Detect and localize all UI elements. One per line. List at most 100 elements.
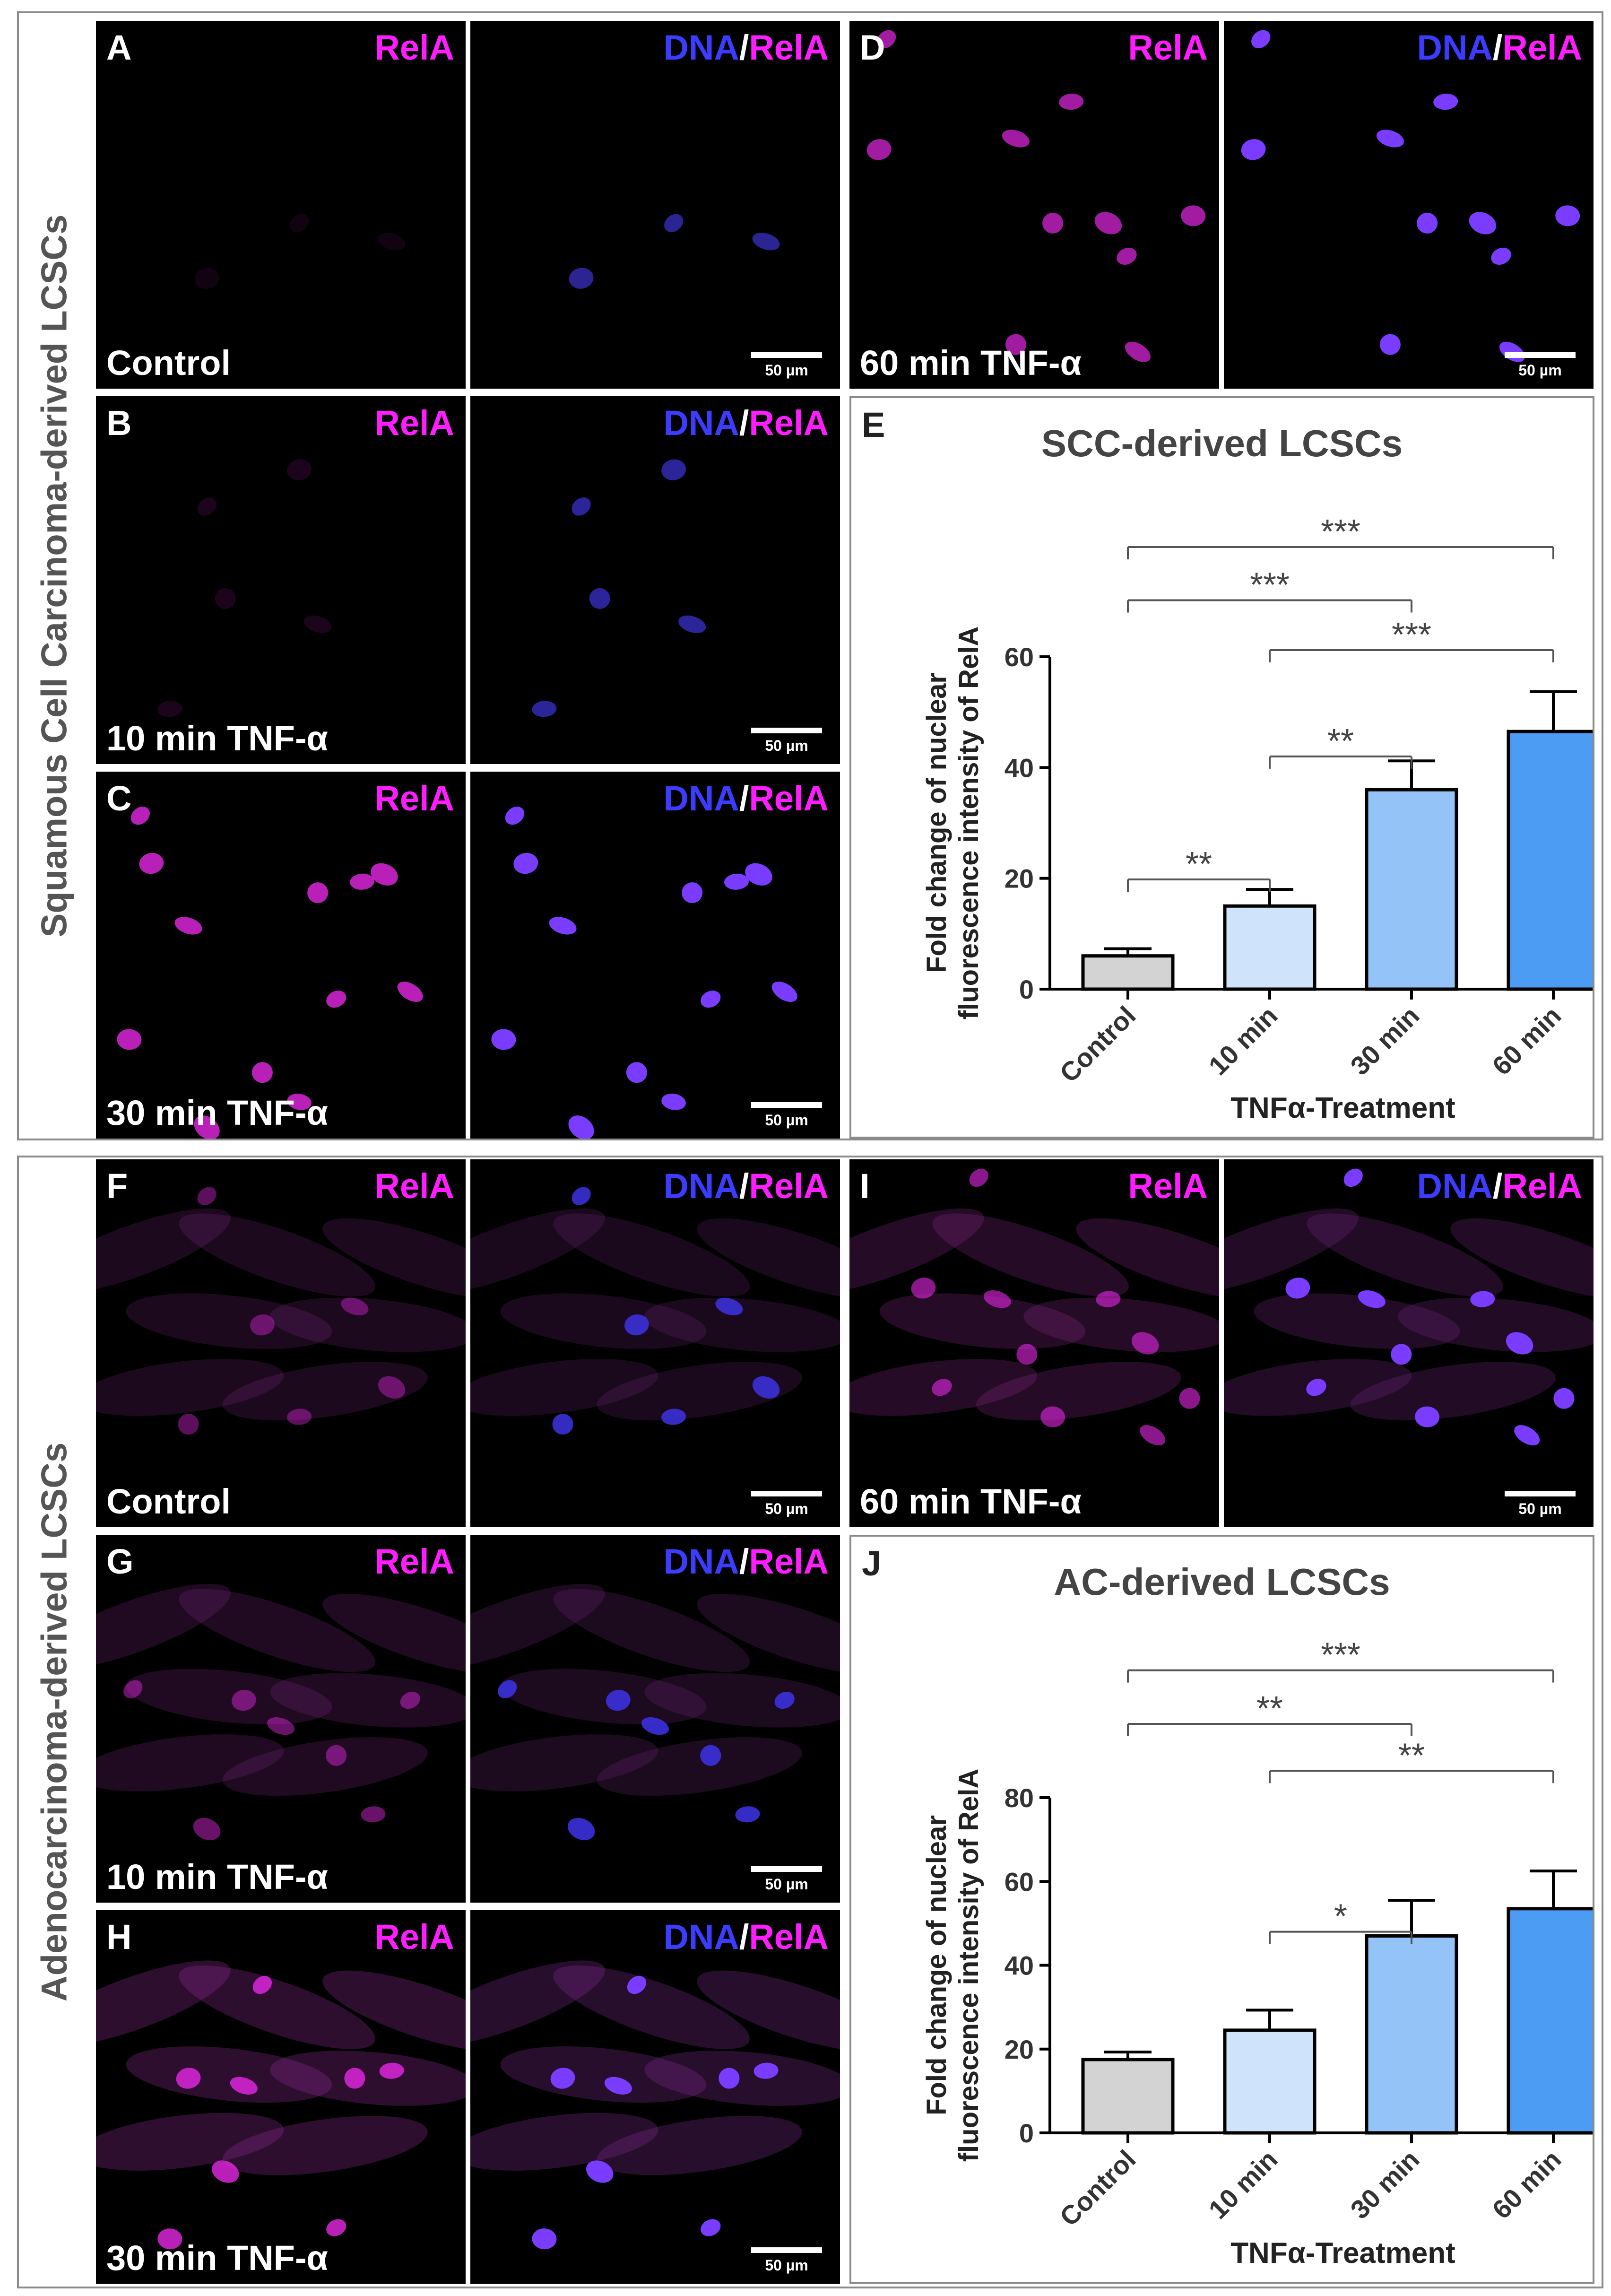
- panel-g-merge: DNA/RelA 50 µm: [470, 1535, 840, 1903]
- micrograph-image: [569, 214, 780, 289]
- cytoplasm-region: [322, 1218, 466, 1299]
- bar: [1365, 788, 1458, 991]
- y-axis-label: fluorescence intensity of RelA: [953, 1769, 984, 2162]
- cytoplasm-region: [553, 1589, 750, 1672]
- cell-nucleus: [251, 1062, 273, 1083]
- cell-nucleus: [117, 1029, 142, 1050]
- panel-c-rela: C RelA 30 min TNF-α: [96, 772, 466, 1139]
- cell-nucleus: [491, 1029, 516, 1050]
- cell-nucleus: [1181, 205, 1206, 226]
- significance-bracket: [1127, 1669, 1554, 1683]
- cell-nucleus: [664, 214, 684, 233]
- significance-label: ***: [1392, 616, 1431, 654]
- cytoplasm-region: [500, 2046, 707, 2103]
- cell-nucleus: [1096, 1291, 1121, 1307]
- panel-letter: B: [106, 403, 132, 443]
- scale-bar-label: 50 µm: [1518, 362, 1562, 379]
- stain-label-merge: DNA/RelA: [1417, 1166, 1583, 1206]
- y-tick-label: 40: [1005, 1951, 1034, 1981]
- panel-b-rela: B RelA 10 min TNF-α: [96, 396, 466, 764]
- cell-nucleus: [735, 1806, 760, 1823]
- cytoplasm-region: [96, 1960, 231, 2047]
- significance-label: **: [1398, 1737, 1425, 1774]
- cell-nucleus: [1040, 1406, 1065, 1427]
- x-tick-label: 30 min: [1344, 2144, 1425, 2225]
- cell-nucleus: [932, 1379, 952, 1396]
- y-tick-label: 20: [1005, 2035, 1034, 2064]
- cytoplasm-region: [697, 1593, 840, 1675]
- cell-nucleus: [624, 1314, 649, 1336]
- scale-bar: 50 µm: [1505, 352, 1576, 379]
- significance-label: **: [1256, 1690, 1283, 1728]
- ac-group-label-text: Adenocarcinoma-derived LCSCs: [34, 1442, 75, 2002]
- cell-nucleus: [606, 1689, 631, 1711]
- panel-c-merge: DNA/RelA 50 µm: [470, 772, 840, 1139]
- y-tick-label: 0: [1019, 2118, 1034, 2148]
- scale-bar-label: 50 µm: [765, 1112, 808, 1129]
- stain-separator: /: [739, 403, 749, 443]
- cytoplasm-region: [697, 1970, 840, 2052]
- cell-nucleus: [1415, 1406, 1440, 1427]
- cell-nucleus: [341, 1297, 369, 1315]
- dna-label: DNA: [663, 1166, 739, 1206]
- stain-label-merge: DNA/RelA: [664, 1166, 829, 1206]
- cytoplasm-region: [222, 1362, 428, 1421]
- cell-nucleus: [724, 873, 749, 890]
- cytoplasm-region: [126, 1293, 332, 1349]
- cell-nucleus: [911, 1278, 936, 1299]
- cell-nucleus: [661, 1409, 686, 1425]
- stain-separator: /: [1492, 1166, 1503, 1206]
- panel-a-merge: DNA/RelA 50 µm: [470, 21, 840, 389]
- cell-nucleus: [774, 1692, 795, 1709]
- cell-nucleus: [1059, 94, 1084, 110]
- panel-f-rela: F RelA Control: [96, 1159, 466, 1527]
- rela-label: RelA: [749, 28, 829, 67]
- cell-nucleus: [752, 1376, 780, 1399]
- panel-f-merge: DNA/RelA 50 µm: [470, 1159, 840, 1527]
- scale-bar: 50 µm: [1505, 1491, 1576, 1518]
- cytoplasm-region: [222, 2116, 428, 2175]
- cell-nucleus: [307, 882, 329, 904]
- rela-label: RelA: [374, 779, 454, 818]
- cell-nucleus: [532, 701, 557, 717]
- cell-nucleus: [1131, 1332, 1159, 1355]
- rela-label: RelA: [749, 1542, 829, 1581]
- scale-bar-label: 50 µm: [765, 737, 808, 754]
- scale-bar: 50 µm: [751, 2247, 822, 2274]
- rela-label: RelA: [1128, 28, 1208, 67]
- rela-label: RelA: [374, 1917, 454, 1957]
- micrograph-image: [470, 1960, 840, 2250]
- y-tick-label: 80: [1005, 1783, 1034, 1813]
- cytoplasm-region: [644, 2051, 840, 2106]
- panel-h-merge: DNA/RelA 50 µm: [470, 1910, 840, 2284]
- cytoplasm-region: [1023, 1297, 1219, 1352]
- micrograph-image: [96, 1960, 466, 2250]
- dna-label: DNA: [1417, 28, 1493, 67]
- significance-bracket: [1269, 649, 1554, 662]
- dna-label: DNA: [663, 779, 739, 818]
- cell-nucleus: [267, 1717, 295, 1735]
- scale-bar: 50 µm: [751, 1102, 822, 1129]
- cell-nucleus: [552, 1414, 573, 1435]
- micrograph-image: [491, 806, 797, 1139]
- bar: [1223, 2028, 1317, 2135]
- cell-nucleus: [379, 2062, 404, 2079]
- cytoplasm-region: [597, 1362, 802, 1421]
- cell-nucleus: [1470, 1291, 1495, 1307]
- chart-title: SCC-derived LCSCs: [1041, 422, 1403, 464]
- dna-label: DNA: [1417, 1166, 1493, 1206]
- stain-label-merge: DNA/RelA: [664, 1541, 829, 1582]
- x-axis-label: TNFα-Treatment: [1230, 2237, 1455, 2270]
- cell-nucleus: [1002, 130, 1030, 148]
- panel-letter: D: [860, 28, 885, 67]
- cell-nucleus: [287, 1094, 312, 1110]
- y-tick-label: 60: [1005, 642, 1034, 672]
- rela-label: RelA: [749, 779, 829, 818]
- stain-label-rela: RelA: [374, 1541, 454, 1582]
- cytoplasm-region: [96, 2113, 284, 2171]
- y-tick-label: 40: [1005, 753, 1034, 783]
- cell-nucleus: [701, 991, 721, 1008]
- cytoplasm-region: [96, 1359, 284, 1416]
- cell-nucleus: [194, 1115, 220, 1139]
- scale-bar-label: 50 µm: [765, 1876, 808, 1893]
